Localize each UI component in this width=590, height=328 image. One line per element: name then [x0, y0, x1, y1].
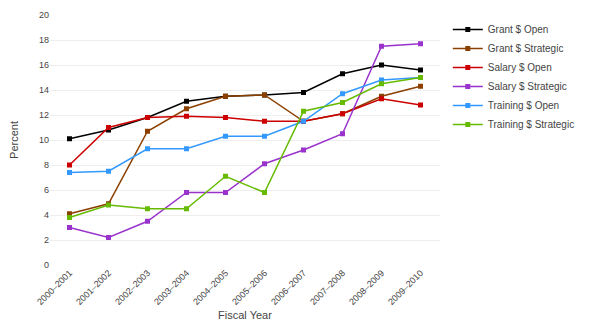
svg-text:20: 20 — [39, 10, 49, 20]
svg-text:Salary $ Strategic: Salary $ Strategic — [488, 81, 567, 92]
svg-text:Salary $ Open: Salary $ Open — [488, 62, 552, 73]
svg-text:4: 4 — [44, 210, 49, 220]
svg-text:16: 16 — [39, 60, 49, 70]
svg-text:12: 12 — [39, 110, 49, 120]
svg-text:2007–2008: 2007–2008 — [308, 268, 347, 307]
svg-text:2008–2009: 2008–2009 — [347, 268, 386, 307]
svg-text:0: 0 — [44, 260, 49, 270]
svg-text:Grant $ Open: Grant $ Open — [488, 24, 549, 35]
svg-text:Training $ Open: Training $ Open — [488, 100, 559, 111]
svg-text:2000–2001: 2000–2001 — [35, 268, 74, 307]
svg-text:2002–2003: 2002–2003 — [113, 268, 152, 307]
svg-text:2005–2006: 2005–2006 — [230, 268, 269, 307]
svg-text:Fiscal Year: Fiscal Year — [218, 309, 272, 321]
svg-text:2006–2007: 2006–2007 — [269, 268, 308, 307]
svg-text:18: 18 — [39, 35, 49, 45]
svg-text:8: 8 — [44, 160, 49, 170]
svg-text:6: 6 — [44, 185, 49, 195]
svg-text:Percent: Percent — [8, 121, 20, 159]
svg-text:2003–2004: 2003–2004 — [152, 268, 191, 307]
svg-text:2004–2005: 2004–2005 — [191, 268, 230, 307]
svg-text:Training $ Strategic: Training $ Strategic — [488, 119, 574, 130]
svg-text:2009–2010: 2009–2010 — [386, 268, 425, 307]
svg-text:10: 10 — [39, 135, 49, 145]
svg-text:Grant $ Strategic: Grant $ Strategic — [488, 43, 564, 54]
svg-text:14: 14 — [39, 85, 49, 95]
svg-text:2: 2 — [44, 235, 49, 245]
svg-text:2001–2002: 2001–2002 — [74, 268, 113, 307]
